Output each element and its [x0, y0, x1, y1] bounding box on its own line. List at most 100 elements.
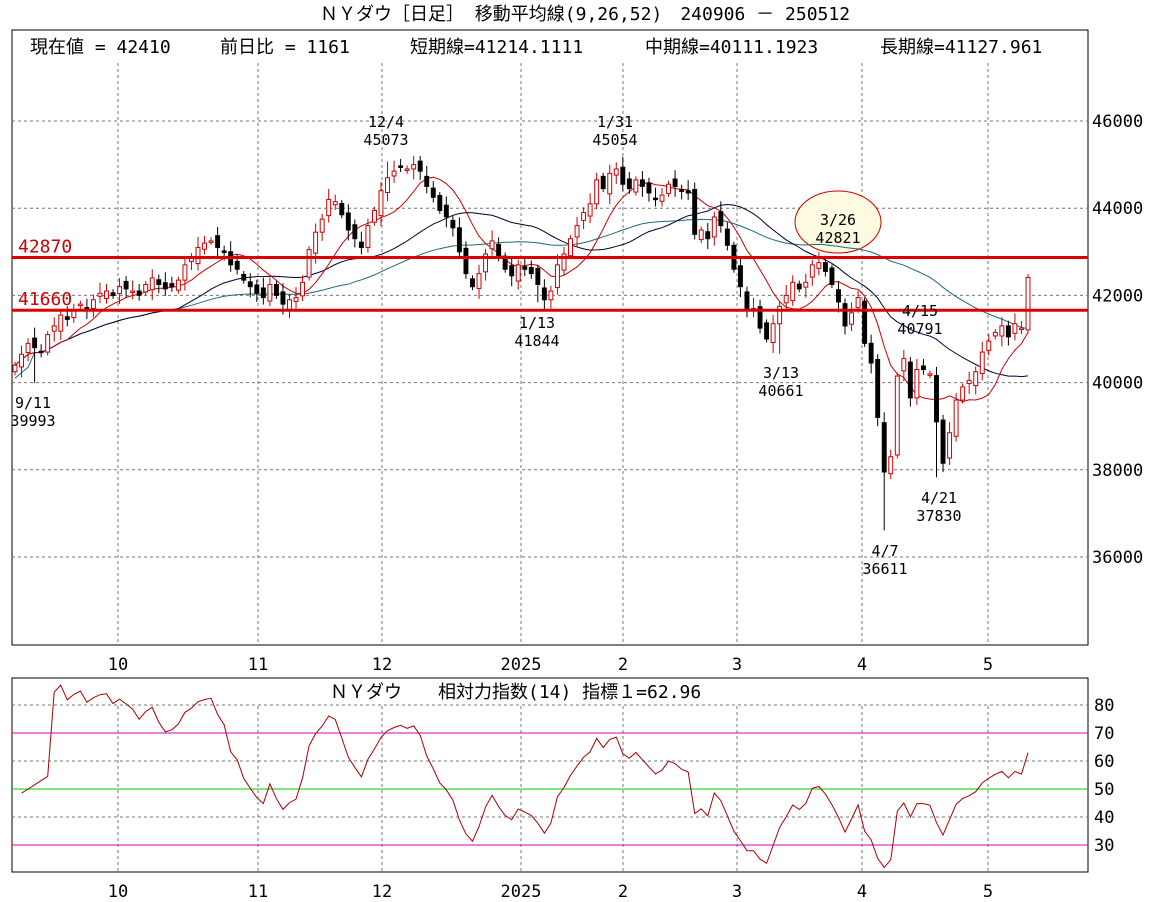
annotation-value: 42821 — [815, 229, 860, 247]
candle-down — [162, 282, 168, 290]
rsi-x-tick-label: 4 — [857, 882, 867, 902]
candle-down — [169, 283, 175, 288]
candle-down — [450, 219, 456, 229]
candle-up — [816, 262, 822, 269]
candle-up — [855, 297, 861, 309]
annotation-value: 41844 — [514, 332, 559, 350]
stat-long-ma: 長期線=41127.961 — [880, 37, 1042, 58]
candle-down — [737, 265, 743, 288]
price-x-tick-label: 11 — [248, 655, 268, 675]
price-x-tick-label: 4 — [857, 655, 867, 675]
rsi-y-tick-label: 60 — [1094, 752, 1114, 772]
candle-down — [1005, 325, 1011, 338]
stat-current: 現在値 = 42410 — [30, 37, 171, 58]
candle-down — [907, 361, 913, 399]
candle-down — [156, 279, 162, 286]
rsi-x-tick-label: 5 — [983, 882, 993, 902]
candle-down — [757, 306, 763, 329]
annotation-date: 3/13 — [763, 364, 799, 382]
candle-down — [247, 281, 253, 288]
candle-up — [97, 292, 103, 297]
candle-down — [829, 267, 835, 286]
candle-up — [894, 375, 900, 456]
candle-up — [594, 179, 600, 205]
candle-down — [254, 284, 260, 294]
candle-down — [692, 188, 698, 235]
candle-down — [672, 178, 678, 187]
rsi-y-tick-label: 80 — [1094, 696, 1114, 716]
candle-down — [280, 291, 286, 305]
rsi-x-tick-label: 3 — [732, 882, 742, 902]
candle-up — [51, 325, 57, 332]
price-x-tick-label: 3 — [732, 655, 742, 675]
candle-up — [986, 340, 992, 351]
candle-up — [182, 264, 188, 281]
rsi-x-tick-label: 2 — [618, 882, 628, 902]
candle-up — [607, 172, 613, 195]
candle-up — [385, 177, 390, 194]
candle-up — [195, 246, 201, 265]
candle-up — [770, 323, 776, 343]
candle-down — [273, 284, 279, 296]
candle-down — [646, 182, 652, 194]
candle-up — [489, 240, 495, 250]
candle-down — [398, 165, 404, 168]
annotation-value: 40661 — [758, 382, 803, 400]
candle-up — [332, 201, 338, 206]
candle-up — [581, 212, 587, 221]
candle-down — [424, 175, 430, 187]
level-label: 41660 — [18, 289, 72, 310]
candle-up — [483, 253, 489, 273]
rsi-grid — [12, 704, 1088, 872]
candle-down — [221, 250, 227, 253]
annotation-date: 12/4 — [368, 113, 404, 131]
candle-up — [953, 399, 959, 437]
candle-up — [973, 371, 979, 387]
candle-up — [587, 203, 593, 217]
candle-up — [202, 242, 207, 250]
candle-down — [417, 160, 423, 172]
candle-down — [868, 342, 874, 364]
candle-down — [215, 235, 221, 248]
candle-down — [522, 266, 528, 270]
annotation-value: 45073 — [363, 131, 408, 149]
candle-up — [208, 240, 214, 243]
candle-down — [535, 267, 541, 286]
candle-up — [19, 353, 24, 368]
candle-up — [947, 432, 953, 459]
candle-down — [463, 247, 469, 275]
rsi-path — [21, 684, 1029, 869]
rsi-line — [21, 684, 1029, 869]
candle-up — [1019, 327, 1024, 331]
annotation-date: 4/7 — [871, 542, 898, 560]
candle-up — [77, 303, 83, 307]
candle-down — [934, 375, 939, 423]
rsi-x-tick-label: 12 — [372, 882, 392, 902]
candle-down — [822, 262, 828, 272]
candle-down — [679, 189, 685, 192]
candle-up — [326, 198, 332, 217]
candle-up — [966, 379, 972, 384]
candle-up — [12, 364, 18, 373]
chart-title: ＮＹダウ［日足］ 移動平均線(9,26,52) 240906 － 250512 — [320, 4, 850, 25]
stat-short-ma: 短期線=41214.1111 — [410, 37, 583, 58]
price-y-tick-label: 44000 — [1092, 199, 1143, 219]
candle-down — [744, 291, 750, 309]
candle-up — [117, 286, 123, 295]
candle-up — [803, 281, 809, 288]
annotation-value: 36611 — [862, 560, 907, 578]
price-y-tick-label: 42000 — [1092, 286, 1143, 306]
candle-up — [300, 281, 306, 297]
candle-up — [143, 284, 149, 293]
ma-short-line — [14, 176, 1029, 403]
candle-down — [724, 228, 730, 246]
candle-up — [901, 358, 907, 372]
annotation-value: 40791 — [897, 320, 942, 338]
price-x-tick-label: 5 — [983, 655, 993, 675]
candle-up — [698, 229, 704, 241]
candle-up — [515, 264, 521, 282]
rsi-x-tick-label: 2025 — [501, 882, 542, 902]
